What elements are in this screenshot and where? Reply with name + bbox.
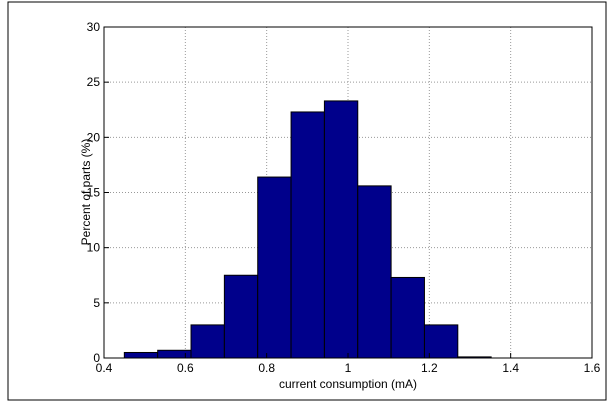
bar [390, 276, 425, 359]
y-tick-label: 20 [87, 130, 101, 144]
x-axis-label: current consumption (mA) [279, 377, 417, 391]
y-axis-label: Percent of parts (%) [79, 139, 93, 246]
bar [123, 351, 159, 359]
x-tick-label: 1.2 [421, 361, 438, 375]
frame [7, 1, 607, 401]
bar [257, 176, 292, 359]
bar [190, 324, 225, 359]
y-tick-label: 10 [87, 241, 101, 255]
bar [290, 111, 325, 359]
x-tick-label: 0.6 [177, 361, 194, 375]
bar [323, 100, 359, 359]
x-tick-label: 1 [345, 361, 352, 375]
y-tick-label: 0 [93, 351, 100, 365]
x-tick-label: 1.4 [502, 361, 519, 375]
y-tick-label: 15 [87, 186, 101, 200]
x-tick-label: 0.8 [258, 361, 275, 375]
x-tick-label: 0.4 [96, 361, 113, 375]
x-tick-label: 1.6 [584, 361, 601, 375]
bar [223, 274, 259, 359]
bar [357, 185, 392, 359]
bar [157, 349, 192, 359]
y-tick-label: 5 [93, 296, 100, 310]
y-tick-label: 30 [87, 20, 101, 34]
y-tick-label: 25 [87, 75, 101, 89]
